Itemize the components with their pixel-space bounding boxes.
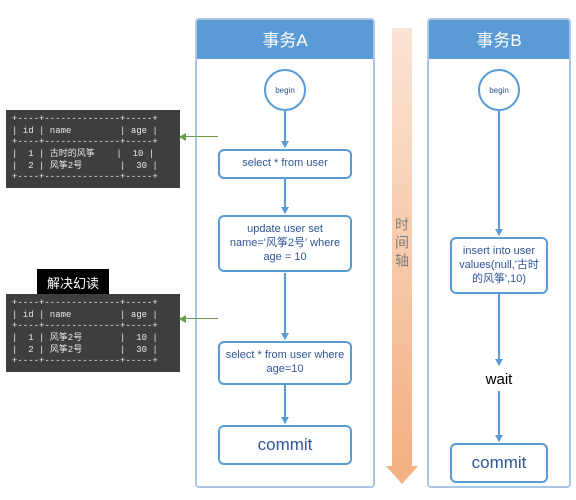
- flow-arrow: [284, 383, 286, 423]
- time-axis: 时间轴: [392, 28, 412, 466]
- step-node: select * from user: [218, 149, 352, 179]
- time-axis-arrowhead: [386, 466, 418, 484]
- flow-arrow: [284, 273, 286, 339]
- time-axis-label: 时间轴: [392, 217, 412, 271]
- commit-node: commit: [450, 443, 548, 483]
- result-table-2-title: 解决幻读: [36, 268, 110, 297]
- commit-node: commit: [218, 425, 352, 465]
- result-pointer-arrow: [180, 318, 218, 319]
- step-node: update user set name='风筝2号' where age = …: [218, 215, 352, 272]
- begin-node: begin: [478, 69, 520, 111]
- step-node: select * from user where age=10: [218, 341, 352, 385]
- result-pointer-arrow: [180, 136, 218, 137]
- transaction-a-column: 事务A begin select * from user update user s…: [195, 18, 375, 488]
- flow-arrow: [498, 391, 500, 441]
- flow-arrow: [284, 179, 286, 213]
- transaction-a-header: 事务A: [197, 20, 373, 59]
- transaction-b-header: 事务B: [429, 20, 569, 59]
- transaction-b-column: 事务B begin insert into user values(null,'古…: [427, 18, 571, 488]
- result-table-2: +----+--------------+-----+ | id | name …: [6, 294, 180, 372]
- step-node: insert into user values(null,'古时的风筝',10): [450, 237, 548, 294]
- wait-label: wait: [486, 371, 513, 388]
- begin-node: begin: [264, 69, 306, 111]
- flow-arrow: [284, 111, 286, 147]
- result-table-1: +----+--------------+-----+ | id | name …: [6, 110, 180, 188]
- flow-arrow: [498, 111, 500, 235]
